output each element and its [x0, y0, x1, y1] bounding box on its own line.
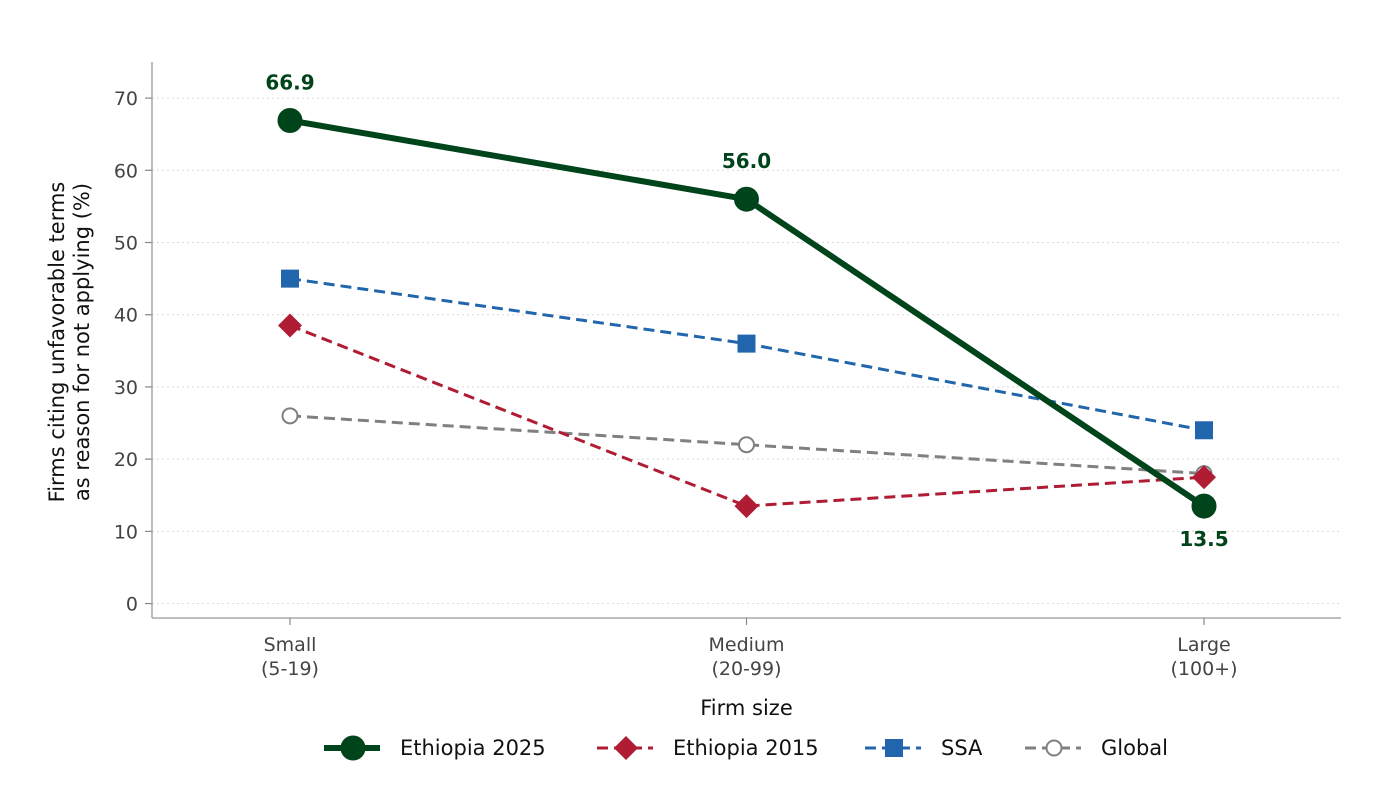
- legend-label-global: Global: [1101, 736, 1168, 760]
- legend-item-global: Global: [1025, 736, 1168, 760]
- data-point-ethiopia-2025: [1191, 493, 1217, 519]
- data-label: 66.9: [265, 70, 314, 94]
- y-tick-label: 0: [126, 594, 138, 616]
- x-tick-label-sub: (20-99): [711, 658, 781, 680]
- data-label: 56.0: [722, 149, 771, 173]
- data-point-ethiopia-2015: [734, 494, 759, 519]
- x-tick-label: Large: [1177, 634, 1230, 656]
- legend-marker-global: [1045, 739, 1063, 757]
- x-tick-label: Small: [264, 634, 317, 656]
- legend-label-ethiopia-2015: Ethiopia 2015: [673, 736, 819, 760]
- y-tick-label: 20: [114, 449, 138, 471]
- series-ethiopia-2025: [277, 107, 1217, 519]
- legend-item-ssa: SSA: [865, 736, 983, 760]
- y-tick-label: 10: [114, 521, 138, 543]
- series-ssa: [281, 269, 1213, 440]
- series-layer: [277, 107, 1217, 519]
- data-point-ssa: [1195, 421, 1213, 440]
- x-tick-label-sub: (5-19): [261, 658, 319, 680]
- gridlines: [152, 97, 1341, 605]
- y-tick-label: 50: [114, 233, 138, 255]
- y-axis-title-line: as reason for not applying (%): [70, 183, 94, 501]
- legend-label-ethiopia-2025: Ethiopia 2025: [400, 736, 546, 760]
- x-axis-title: Firm size: [700, 696, 793, 720]
- y-tick-label: 40: [114, 305, 138, 327]
- legend-marker-ethiopia-2015: [614, 736, 638, 760]
- legend-marker-ssa: [885, 739, 903, 757]
- legend-marker-ethiopia-2025: [340, 735, 366, 761]
- x-tick-label-sub: (100+): [1170, 658, 1237, 680]
- data-labels: 66.9 56.0 13.5: [265, 70, 1228, 551]
- y-axis-title: Firms citing unfavorable termsas reason …: [45, 182, 94, 503]
- y-tick-label: 70: [114, 88, 138, 110]
- legend-item-ethiopia-2015: Ethiopia 2015: [597, 736, 819, 760]
- data-point-ethiopia-2015: [278, 313, 302, 338]
- y-tick-label: 60: [114, 160, 138, 182]
- series-ethiopia-2015: [278, 313, 1216, 519]
- data-point-ssa: [281, 269, 299, 288]
- data-point-ethiopia-2025: [277, 107, 303, 133]
- legend: Ethiopia 2025 Ethiopia 2015 SSA Global: [324, 735, 1168, 761]
- data-point-ethiopia-2015: [1192, 465, 1216, 490]
- y-axis-title-line: Firms citing unfavorable terms: [45, 182, 69, 503]
- axes: 0 10 20 30 40 50 60 70 Small(5-19) Medium(20-99) L…: [45, 62, 1341, 720]
- legend-label-ssa: SSA: [941, 736, 983, 760]
- data-point-global: [281, 407, 299, 425]
- data-point-ethiopia-2025: [734, 186, 759, 212]
- x-tick-label: Medium: [709, 634, 785, 656]
- series-line-ethiopia-2015: [289, 324, 1205, 508]
- series-line-ssa: [289, 277, 1205, 432]
- data-point-global: [738, 436, 755, 454]
- data-label: 13.5: [1179, 527, 1228, 551]
- data-point-ssa: [737, 334, 756, 353]
- legend-item-ethiopia-2025: Ethiopia 2025: [324, 735, 546, 761]
- y-tick-label: 30: [114, 377, 138, 399]
